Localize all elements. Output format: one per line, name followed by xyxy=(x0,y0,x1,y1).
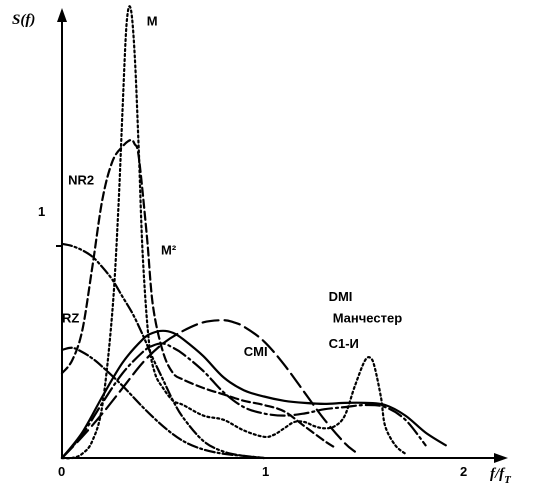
series-line-nr2-2 xyxy=(60,242,266,460)
label-dmi: DMI xyxy=(329,289,353,304)
series-layer xyxy=(60,5,447,460)
series-line-c1-6 xyxy=(60,342,427,460)
label-manchester: Манчестер xyxy=(333,310,403,325)
label-m2: M² xyxy=(161,243,177,258)
series-line-rz-3 xyxy=(60,346,266,460)
x-axis-label: f/fT xyxy=(490,466,512,486)
series-line-m-1 xyxy=(60,138,336,449)
series-line-dmi-5 xyxy=(60,319,356,460)
series-line-cmi-4 xyxy=(60,329,447,460)
label-m: M xyxy=(147,14,158,29)
x-axis-label-main: f/f xyxy=(490,466,506,482)
label-nr2: NR2 xyxy=(68,173,94,188)
label-cmi: CMI xyxy=(244,344,268,359)
series-line-m-0 xyxy=(60,5,407,460)
label-layer: M NR2 M² RZ CMI DMI Манчестер C1-И xyxy=(62,14,402,360)
x-axis-arrow xyxy=(494,453,508,463)
label-c1i: C1-И xyxy=(329,336,359,351)
axes xyxy=(56,8,508,463)
x-tick-label-0: 0 xyxy=(58,464,65,479)
x-tick-label-1: 1 xyxy=(262,464,269,479)
y-tick-label-1: 1 xyxy=(38,204,45,219)
y-axis-arrow xyxy=(57,8,67,22)
x-tick-label-2: 2 xyxy=(460,464,467,479)
x-axis-label-sub: T xyxy=(504,474,512,486)
y-axis-label: S(f) xyxy=(12,12,35,28)
label-rz: RZ xyxy=(62,310,79,325)
